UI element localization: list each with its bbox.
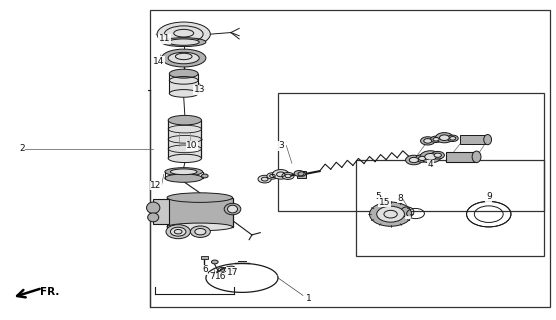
Circle shape — [201, 174, 208, 178]
Ellipse shape — [168, 39, 199, 45]
Text: 13: 13 — [193, 85, 205, 94]
Bar — [168, 120, 201, 158]
Text: 11: 11 — [158, 35, 170, 44]
Circle shape — [425, 154, 436, 160]
Circle shape — [195, 228, 206, 235]
Circle shape — [377, 206, 404, 222]
Circle shape — [430, 136, 441, 142]
Text: 4: 4 — [428, 160, 433, 169]
Circle shape — [450, 137, 456, 140]
Ellipse shape — [169, 90, 198, 97]
Circle shape — [370, 202, 411, 226]
Ellipse shape — [157, 22, 210, 46]
Ellipse shape — [167, 193, 232, 202]
Bar — [201, 256, 207, 260]
Bar — [297, 171, 306, 178]
Bar — [278, 93, 544, 211]
Text: 8: 8 — [397, 194, 403, 203]
Text: 12: 12 — [150, 181, 162, 190]
Bar — [151, 10, 550, 307]
Text: 6: 6 — [202, 265, 208, 275]
Circle shape — [415, 155, 429, 162]
Ellipse shape — [224, 203, 241, 215]
Circle shape — [190, 226, 210, 237]
Circle shape — [424, 139, 431, 143]
Text: 10: 10 — [186, 141, 198, 150]
Ellipse shape — [227, 205, 237, 213]
Ellipse shape — [168, 52, 199, 64]
Circle shape — [420, 137, 435, 145]
Ellipse shape — [165, 174, 202, 182]
Text: 2: 2 — [19, 144, 24, 153]
Ellipse shape — [169, 69, 198, 78]
Ellipse shape — [168, 116, 201, 125]
Text: 7: 7 — [210, 272, 215, 281]
Text: 1: 1 — [306, 294, 311, 303]
Ellipse shape — [148, 213, 159, 222]
Text: 3: 3 — [278, 141, 284, 150]
Text: 14: 14 — [153, 57, 165, 66]
Ellipse shape — [162, 49, 206, 67]
Circle shape — [433, 138, 439, 141]
Circle shape — [170, 227, 186, 236]
Ellipse shape — [162, 38, 206, 47]
Bar — [169, 74, 198, 93]
Circle shape — [294, 171, 304, 176]
Bar — [460, 135, 488, 144]
Circle shape — [409, 157, 419, 163]
Circle shape — [258, 175, 271, 183]
Bar — [356, 160, 544, 256]
Text: 16: 16 — [215, 272, 227, 281]
Ellipse shape — [170, 169, 197, 175]
Circle shape — [419, 156, 426, 161]
Text: 9: 9 — [486, 192, 492, 201]
Circle shape — [434, 153, 441, 157]
Bar — [153, 199, 168, 224]
Ellipse shape — [147, 202, 160, 213]
Text: FR.: FR. — [39, 287, 59, 297]
Ellipse shape — [178, 70, 189, 74]
Ellipse shape — [484, 134, 492, 145]
Text: 5: 5 — [375, 192, 381, 201]
Circle shape — [282, 172, 294, 180]
Circle shape — [431, 151, 444, 159]
Circle shape — [267, 173, 278, 179]
Ellipse shape — [165, 168, 202, 176]
Ellipse shape — [472, 151, 481, 163]
Ellipse shape — [167, 223, 232, 231]
Circle shape — [420, 151, 441, 163]
Ellipse shape — [168, 154, 201, 163]
Circle shape — [447, 135, 458, 141]
Circle shape — [435, 132, 453, 143]
Circle shape — [405, 155, 422, 165]
Bar — [446, 152, 476, 162]
Circle shape — [211, 260, 218, 264]
Circle shape — [272, 170, 289, 179]
Circle shape — [227, 266, 235, 270]
Bar — [167, 197, 232, 227]
Text: 15: 15 — [379, 197, 390, 206]
Circle shape — [439, 135, 449, 140]
Text: 17: 17 — [227, 268, 239, 277]
Circle shape — [166, 225, 190, 239]
